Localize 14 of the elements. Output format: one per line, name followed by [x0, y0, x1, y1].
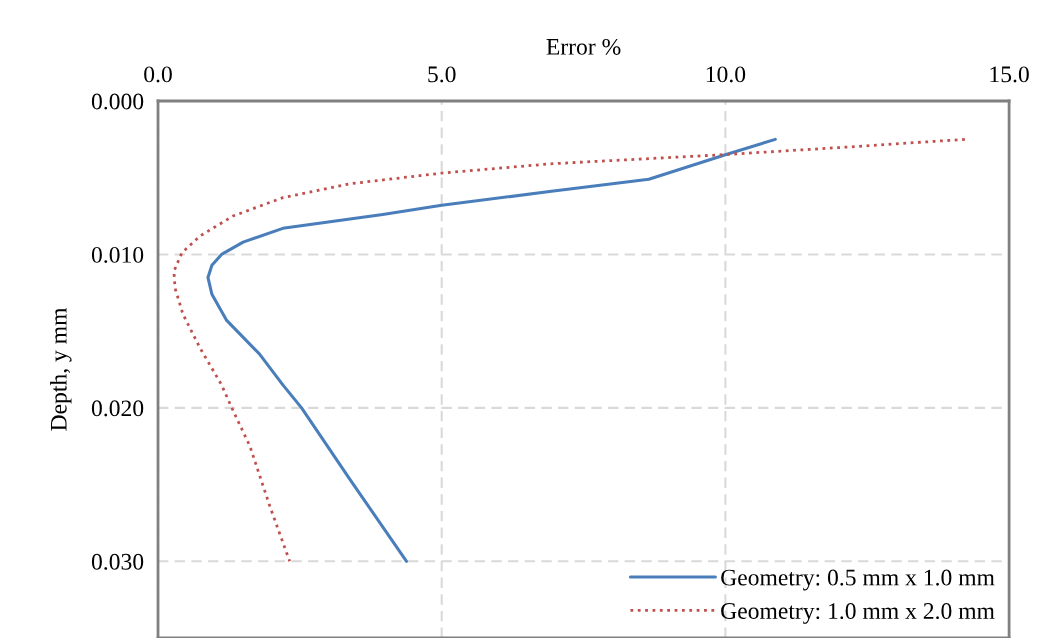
- legend-label: Geometry: 0.5 mm x 1.0 mm: [721, 569, 995, 591]
- y-tick-label: 0.010: [91, 246, 144, 263]
- x-tick-label: 0.0: [144, 66, 172, 83]
- y-tick-label: 0.020: [91, 400, 144, 417]
- legend-label: Geometry: 1.0 mm x 2.0 mm: [721, 603, 995, 624]
- y-tick-label: 0.030: [91, 553, 144, 570]
- line-series: [172, 137, 967, 563]
- x-tick-label: 10.0: [706, 66, 746, 83]
- x-axis-title: Error %: [546, 38, 621, 55]
- line-series: [206, 137, 777, 563]
- x-tick-label: 15.0: [990, 66, 1029, 83]
- y-axis-title: Depth, y mm: [50, 307, 72, 431]
- x-tick-label: 5.0: [428, 66, 456, 83]
- y-tick-label: 0.000: [91, 93, 144, 110]
